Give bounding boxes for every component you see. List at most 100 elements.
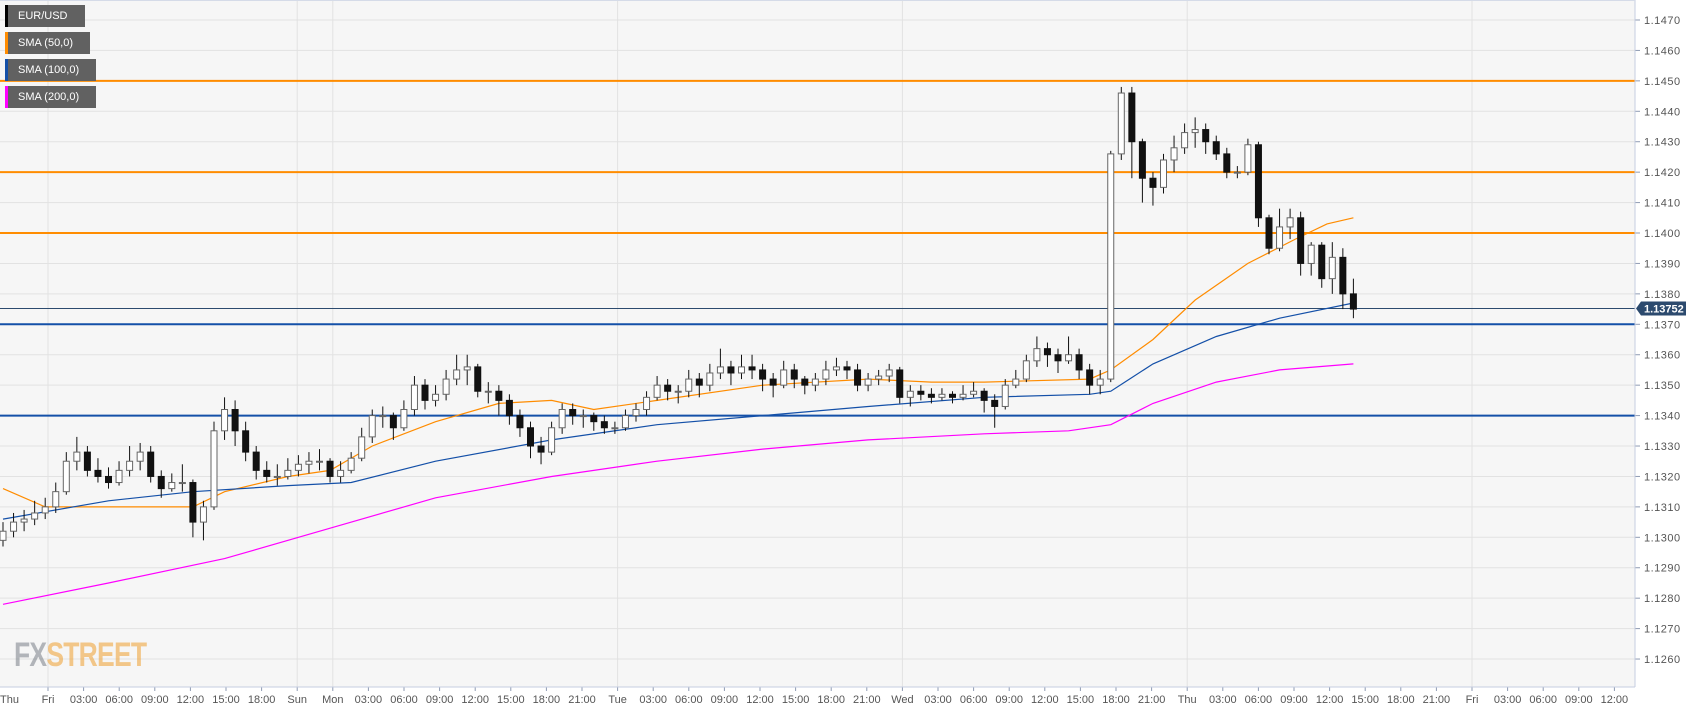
candle-body-bull (1233, 171, 1241, 174)
candle (1001, 379, 1009, 410)
candle (199, 500, 207, 541)
candle (105, 467, 112, 489)
candle (1339, 248, 1347, 310)
candle (1349, 278, 1357, 319)
candle (1233, 166, 1241, 179)
legend-sma-50[interactable]: SMA (50,0) (5, 32, 90, 54)
candle (1128, 86, 1136, 179)
candle (1318, 242, 1326, 288)
candle-body-bull (52, 491, 60, 508)
candle-body-bull (1307, 244, 1315, 264)
x-tick-label: 09:00 (426, 694, 454, 706)
x-tick-label: 15:00 (1351, 694, 1379, 706)
candle (1191, 117, 1199, 148)
candle (1286, 208, 1294, 240)
y-tick-label: 1.1260 (1644, 654, 1681, 666)
candle (421, 379, 429, 410)
fxstreet-logo: FXSTREET (14, 636, 147, 675)
candle-body-bear (1254, 144, 1262, 219)
axes: 1.1470 1.1460 1.1450 1.1440 1.1430 1.1420 1.14… (0, 0, 1686, 706)
legend-label: SMA (100,0) (18, 64, 80, 76)
candle-body-bear (695, 378, 703, 386)
candle (442, 369, 450, 401)
candle (569, 403, 577, 425)
candle-body-bull (1328, 256, 1336, 280)
candle (189, 479, 197, 538)
y-tick-label: 1.1440 (1644, 106, 1681, 118)
candle (938, 388, 946, 401)
candle (1276, 208, 1284, 252)
candle (864, 372, 872, 392)
x-tick-label: 09:00 (1565, 694, 1593, 706)
candle-body-bull (959, 393, 967, 398)
x-tick-label: 21:00 (853, 694, 881, 706)
candle-body-bull (115, 469, 123, 484)
candle-body-bear (326, 460, 334, 477)
candle-body-bull (1001, 384, 1009, 407)
candle (854, 363, 862, 392)
legend-eurusd[interactable]: EUR/USD (5, 5, 85, 27)
candle (1160, 153, 1167, 194)
candle (811, 372, 819, 392)
candle (453, 354, 461, 386)
candle (991, 394, 999, 428)
candle-body-bull (548, 427, 556, 453)
candle (1086, 363, 1094, 395)
candle (83, 446, 91, 477)
y-tick-label: 1.1340 (1644, 411, 1681, 423)
moving-averages (2, 217, 1354, 605)
y-tick-label: 1.1390 (1644, 258, 1681, 270)
candle-body-bull (1096, 378, 1104, 386)
x-tick-label: 18:00 (533, 694, 561, 706)
candle-body-bull (126, 460, 134, 471)
candle (231, 400, 239, 447)
candle-body-bull (221, 409, 229, 432)
legend-swatch (5, 5, 8, 27)
candle (611, 421, 619, 434)
candle-body-bull (1170, 147, 1178, 161)
candle-body-bull (1276, 226, 1284, 249)
x-tick-label: 15:00 (782, 694, 810, 706)
candle-body-bull (1033, 348, 1041, 362)
candle (94, 458, 102, 483)
candle-body-bull (875, 375, 883, 380)
candle (843, 360, 851, 380)
candle-body-bear (843, 366, 851, 371)
legend-swatch (5, 59, 8, 81)
candle-body-bull (1181, 132, 1189, 149)
x-tick-label: Tue (608, 694, 627, 706)
candle (716, 348, 724, 380)
y-tick-label: 1.1420 (1644, 167, 1681, 179)
candle-body-bear (980, 390, 988, 401)
x-tick-label: 15:00 (497, 694, 525, 706)
x-tick-label: 12:00 (1031, 694, 1059, 706)
candle-body-bear (94, 469, 102, 477)
candle (1117, 86, 1125, 160)
x-tick-label: Wed (891, 694, 913, 706)
legend-sma-200[interactable]: SMA (200,0) (5, 86, 96, 108)
candle (368, 409, 376, 443)
candle-body-bear (474, 366, 482, 392)
candle (1254, 141, 1262, 227)
x-tick-label: 12:00 (746, 694, 774, 706)
candle-body-bull (621, 415, 629, 429)
x-tick-label: Thu (1178, 694, 1197, 706)
candle-body-bull (210, 430, 218, 508)
candle (1265, 214, 1273, 255)
candle-body-bear (590, 415, 598, 423)
legend-sma-100[interactable]: SMA (100,0) (5, 59, 96, 81)
candle (674, 385, 682, 404)
candle-body-bear (505, 399, 513, 417)
candle-body-bear (600, 421, 608, 429)
x-tick-label: 18:00 (1387, 694, 1415, 706)
candle-body-bull (832, 366, 840, 371)
candle (959, 385, 967, 401)
candle (20, 509, 28, 532)
candle (600, 415, 608, 434)
candle (115, 461, 123, 486)
candle-body-bull (62, 460, 70, 493)
candle (389, 412, 397, 440)
candle-body-bear (1297, 217, 1305, 264)
candle-body-bull (41, 506, 49, 514)
